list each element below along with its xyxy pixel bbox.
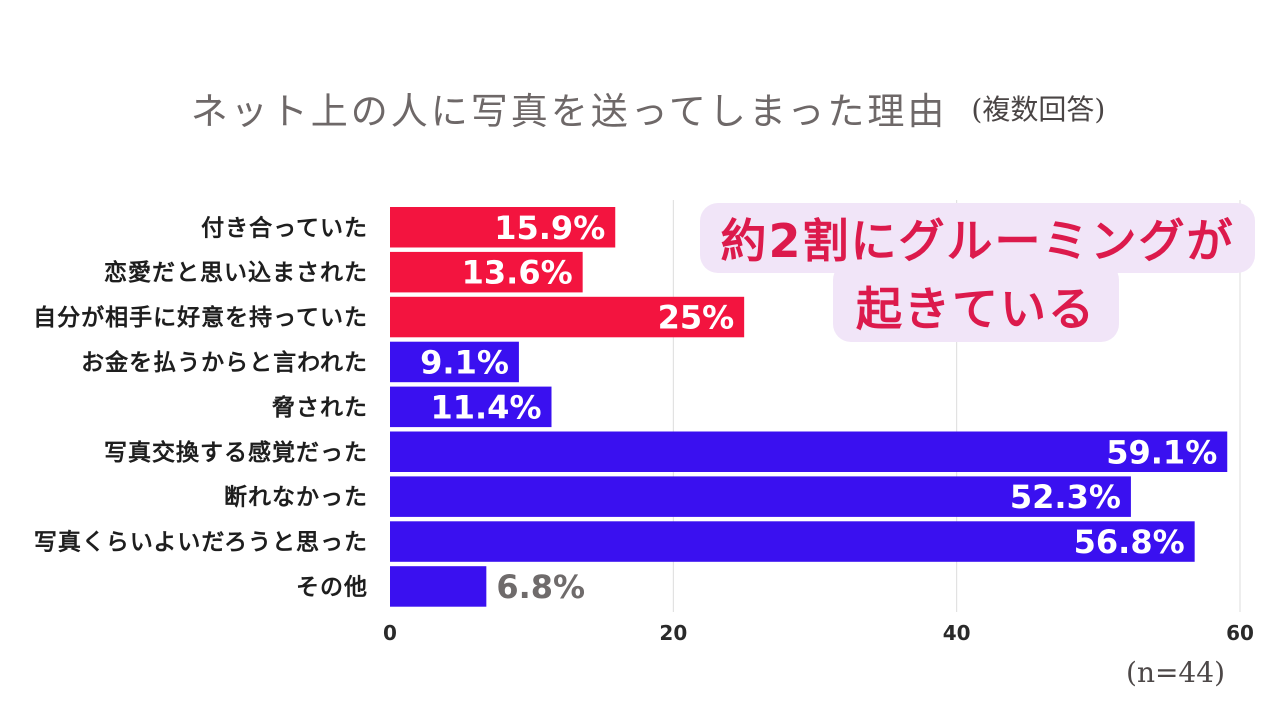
callout-line-2: 起きている xyxy=(833,262,1119,342)
bar-2 xyxy=(390,251,583,293)
bar-9 xyxy=(390,566,487,607)
category-label-7: 断れなかった xyxy=(224,484,368,511)
bar-1 xyxy=(390,207,616,248)
value-label-4: 9.1% xyxy=(420,343,509,381)
bar-7 xyxy=(390,476,1131,517)
value-label-2: 13.6% xyxy=(462,254,573,292)
bar-3 xyxy=(390,296,745,338)
bar-8 xyxy=(390,521,1195,562)
sample-size-note: (n=44) xyxy=(1126,656,1225,689)
bar-4 xyxy=(390,341,519,383)
x-tick-label-0: 0 xyxy=(383,621,397,645)
category-label-5: 脅された xyxy=(271,395,368,421)
category-label-6: 写真交換する感覚だった xyxy=(104,439,368,466)
bar-6 xyxy=(390,431,1228,472)
category-label-1: 付き合っていた xyxy=(201,214,368,241)
value-label-1: 15.9% xyxy=(494,209,605,247)
x-tick-label-60: 60 xyxy=(1226,621,1254,645)
bar-5 xyxy=(390,386,552,428)
value-label-9: 6.8% xyxy=(496,568,585,606)
value-label-5: 11.4% xyxy=(430,388,541,426)
chart-title-note: (複数回答) xyxy=(971,93,1106,126)
category-label-8: 写真くらいよいだろうと思った xyxy=(34,529,368,556)
chart-title: ネット上の人に写真を送ってしまった理由 (複数回答) xyxy=(16,80,1280,136)
x-tick-label-20: 20 xyxy=(659,621,687,645)
chart-title-main: ネット上の人に写真を送ってしまった理由 xyxy=(190,90,948,133)
value-label-7: 52.3% xyxy=(1010,478,1121,516)
category-label-2: 恋愛だと思い込まされた xyxy=(104,259,368,286)
category-label-3: 自分が相手に好意を持っていた xyxy=(33,304,368,331)
value-label-6: 59.1% xyxy=(1106,433,1217,471)
category-label-9: その他 xyxy=(296,574,368,600)
callout-line-1: 約2割にグルーミングが xyxy=(700,203,1255,273)
x-tick-label-40: 40 xyxy=(943,621,971,645)
value-label-3: 25% xyxy=(658,299,735,337)
category-label-4: お金を払うからと言われた xyxy=(81,349,368,376)
value-label-8: 56.8% xyxy=(1074,523,1185,561)
